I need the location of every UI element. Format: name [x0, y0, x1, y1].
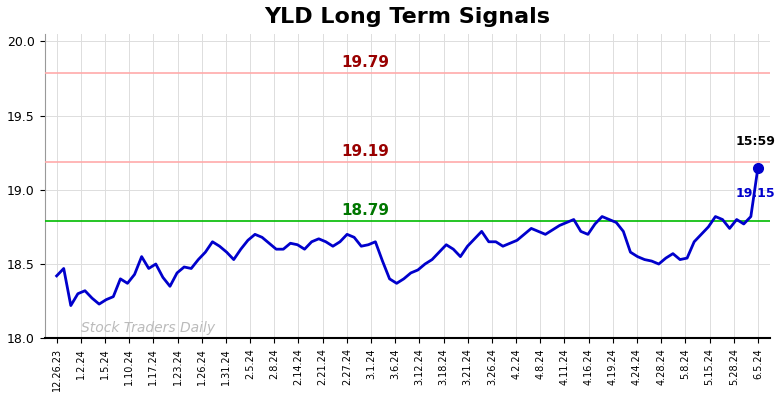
Text: Stock Traders Daily: Stock Traders Daily: [81, 321, 215, 335]
Text: 19.15: 19.15: [735, 187, 775, 200]
Title: YLD Long Term Signals: YLD Long Term Signals: [264, 7, 550, 27]
Text: 19.79: 19.79: [341, 55, 389, 70]
Text: 19.19: 19.19: [341, 144, 389, 159]
Text: 18.79: 18.79: [341, 203, 389, 218]
Text: 15:59: 15:59: [735, 135, 775, 148]
